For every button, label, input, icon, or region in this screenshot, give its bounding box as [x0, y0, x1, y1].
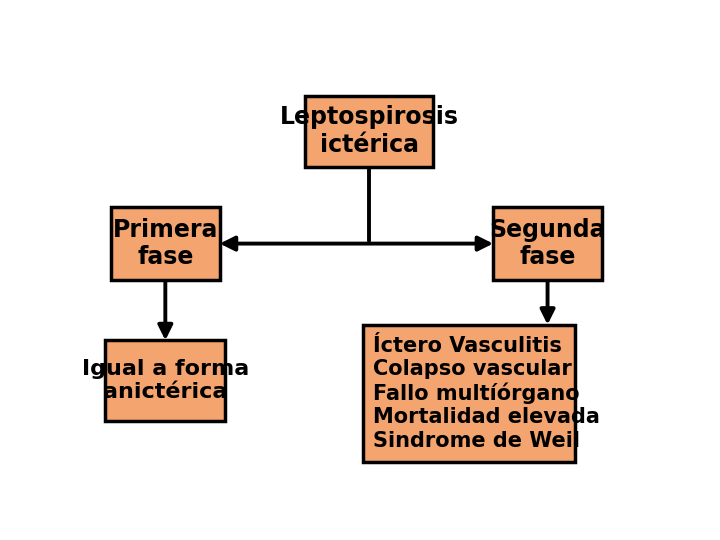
FancyBboxPatch shape [111, 207, 220, 280]
FancyBboxPatch shape [493, 207, 602, 280]
FancyBboxPatch shape [364, 325, 575, 462]
Text: Íctero Vasculitis
Colapso vascular
Fallo multíórgano
Mortalidad elevada
Sindrome: Íctero Vasculitis Colapso vascular Fallo… [374, 336, 600, 450]
Text: Primera
fase: Primera fase [112, 218, 218, 269]
FancyBboxPatch shape [305, 96, 433, 167]
FancyBboxPatch shape [105, 340, 225, 421]
Text: Leptospirosis
ictérica: Leptospirosis ictérica [279, 105, 459, 157]
Text: Segunda
fase: Segunda fase [490, 218, 606, 269]
Text: Igual a forma
anictérica: Igual a forma anictérica [81, 359, 249, 402]
